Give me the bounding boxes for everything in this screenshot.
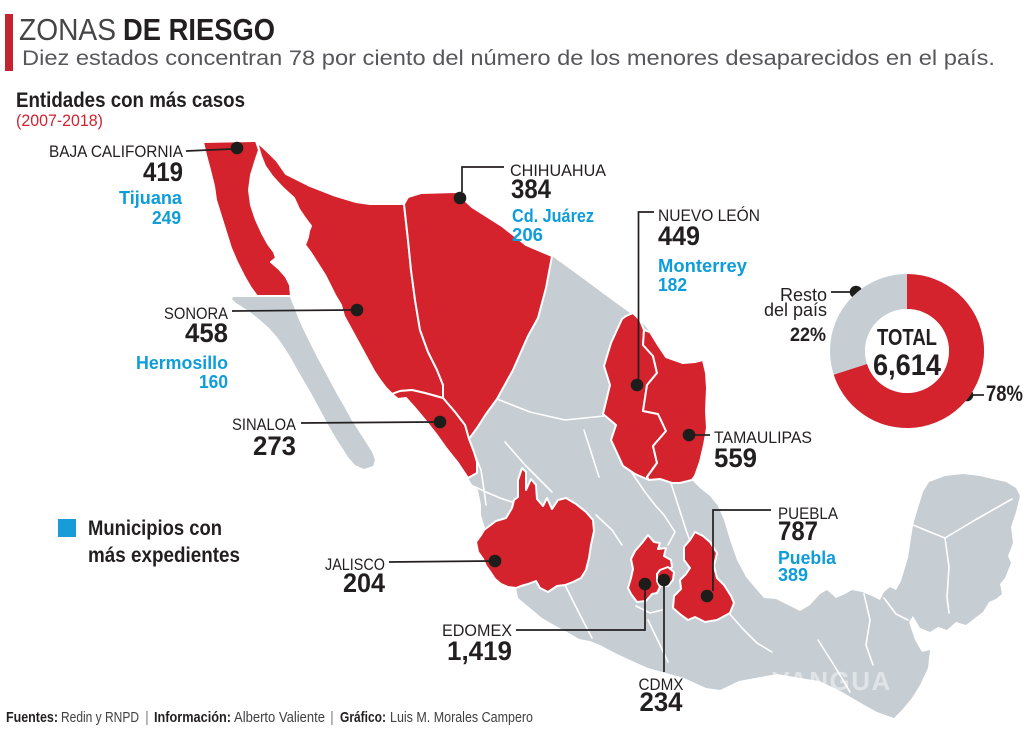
svg-text:Cd. Juárez: Cd. Juárez — [512, 206, 594, 226]
svg-text:Hermosillo: Hermosillo — [136, 353, 228, 373]
svg-text:419: 419 — [143, 157, 183, 187]
svg-text:del país: del país — [764, 300, 827, 320]
svg-text:EDOMEX: EDOMEX — [442, 621, 512, 640]
svg-text:Municipios con: Municipios con — [88, 517, 222, 540]
svg-text:DE RIESGO: DE RIESGO — [123, 12, 275, 47]
svg-text:249: 249 — [152, 208, 181, 228]
svg-text:|: | — [330, 709, 334, 726]
svg-text:787: 787 — [778, 516, 818, 546]
svg-text:204: 204 — [343, 568, 385, 598]
svg-text:BAJA CALIFORNIA: BAJA CALIFORNIA — [49, 142, 184, 161]
svg-text:78%: 78% — [986, 381, 1023, 406]
svg-text:Alberto Valiente: Alberto Valiente — [234, 709, 325, 726]
svg-text:CHIHUAHUA: CHIHUAHUA — [510, 161, 607, 180]
svg-text:384: 384 — [511, 174, 551, 204]
svg-text:273: 273 — [253, 431, 296, 461]
svg-text:CDMX: CDMX — [639, 675, 684, 694]
svg-text:234: 234 — [640, 687, 683, 717]
svg-text:458: 458 — [185, 318, 228, 348]
svg-text:|: | — [145, 709, 149, 726]
svg-text:Resto: Resto — [780, 285, 827, 305]
svg-text:Información:: Información: — [154, 709, 231, 726]
svg-text:TAMAULIPAS: TAMAULIPAS — [714, 428, 812, 447]
svg-text:Diez estados concentran 78 por: Diez estados concentran 78 por ciento de… — [22, 47, 995, 70]
svg-text:(2007-2018): (2007-2018) — [16, 111, 103, 130]
svg-text:JALISCO: JALISCO — [325, 555, 385, 574]
svg-text:182: 182 — [658, 275, 687, 295]
svg-text:TOTAL: TOTAL — [877, 324, 937, 350]
svg-text:ZONAS: ZONAS — [19, 12, 116, 47]
svg-text:Fuentes:: Fuentes: — [6, 709, 58, 726]
svg-text:Monterrey: Monterrey — [658, 256, 747, 276]
svg-text:Puebla: Puebla — [778, 548, 837, 568]
svg-text:Tijuana: Tijuana — [119, 188, 183, 208]
svg-text:VANGUARDIA: VANGUARDIA — [772, 666, 961, 696]
svg-text:más expedientes: más expedientes — [88, 544, 240, 567]
svg-text:160: 160 — [199, 372, 228, 392]
svg-text:389: 389 — [778, 565, 808, 585]
svg-text:PUEBLA: PUEBLA — [778, 504, 839, 523]
svg-text:6,614: 6,614 — [873, 349, 941, 382]
svg-text:NUEVO LEÓN: NUEVO LEÓN — [658, 206, 760, 225]
svg-text:SONORA: SONORA — [164, 304, 229, 323]
svg-text:449: 449 — [658, 221, 700, 251]
svg-text:206: 206 — [512, 225, 543, 245]
svg-text:559: 559 — [714, 443, 757, 473]
svg-text:SINALOA: SINALOA — [232, 415, 297, 434]
svg-text:Redin y RNPD: Redin y RNPD — [61, 709, 139, 726]
svg-text:Entidades con más casos: Entidades con más casos — [16, 89, 245, 112]
svg-text:Luis M. Morales Campero: Luis M. Morales Campero — [390, 709, 533, 726]
svg-text:Gráfico:: Gráfico: — [340, 709, 386, 726]
svg-text:1,419: 1,419 — [447, 636, 512, 666]
svg-text:22%: 22% — [790, 325, 826, 346]
